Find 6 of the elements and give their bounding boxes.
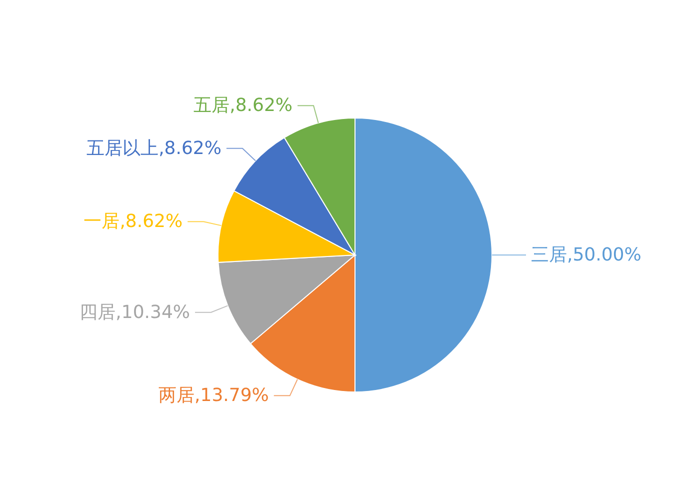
slice-label: 五居以上,8.62% xyxy=(86,138,222,159)
slice-label: 五居,8.62% xyxy=(194,95,293,116)
slice-label: 四居,10.34% xyxy=(80,302,190,323)
slice-label: 两居,13.79% xyxy=(158,385,269,406)
slice-label: 三居,50.00% xyxy=(531,244,642,266)
slice-label: 一居,8.62% xyxy=(84,211,183,232)
